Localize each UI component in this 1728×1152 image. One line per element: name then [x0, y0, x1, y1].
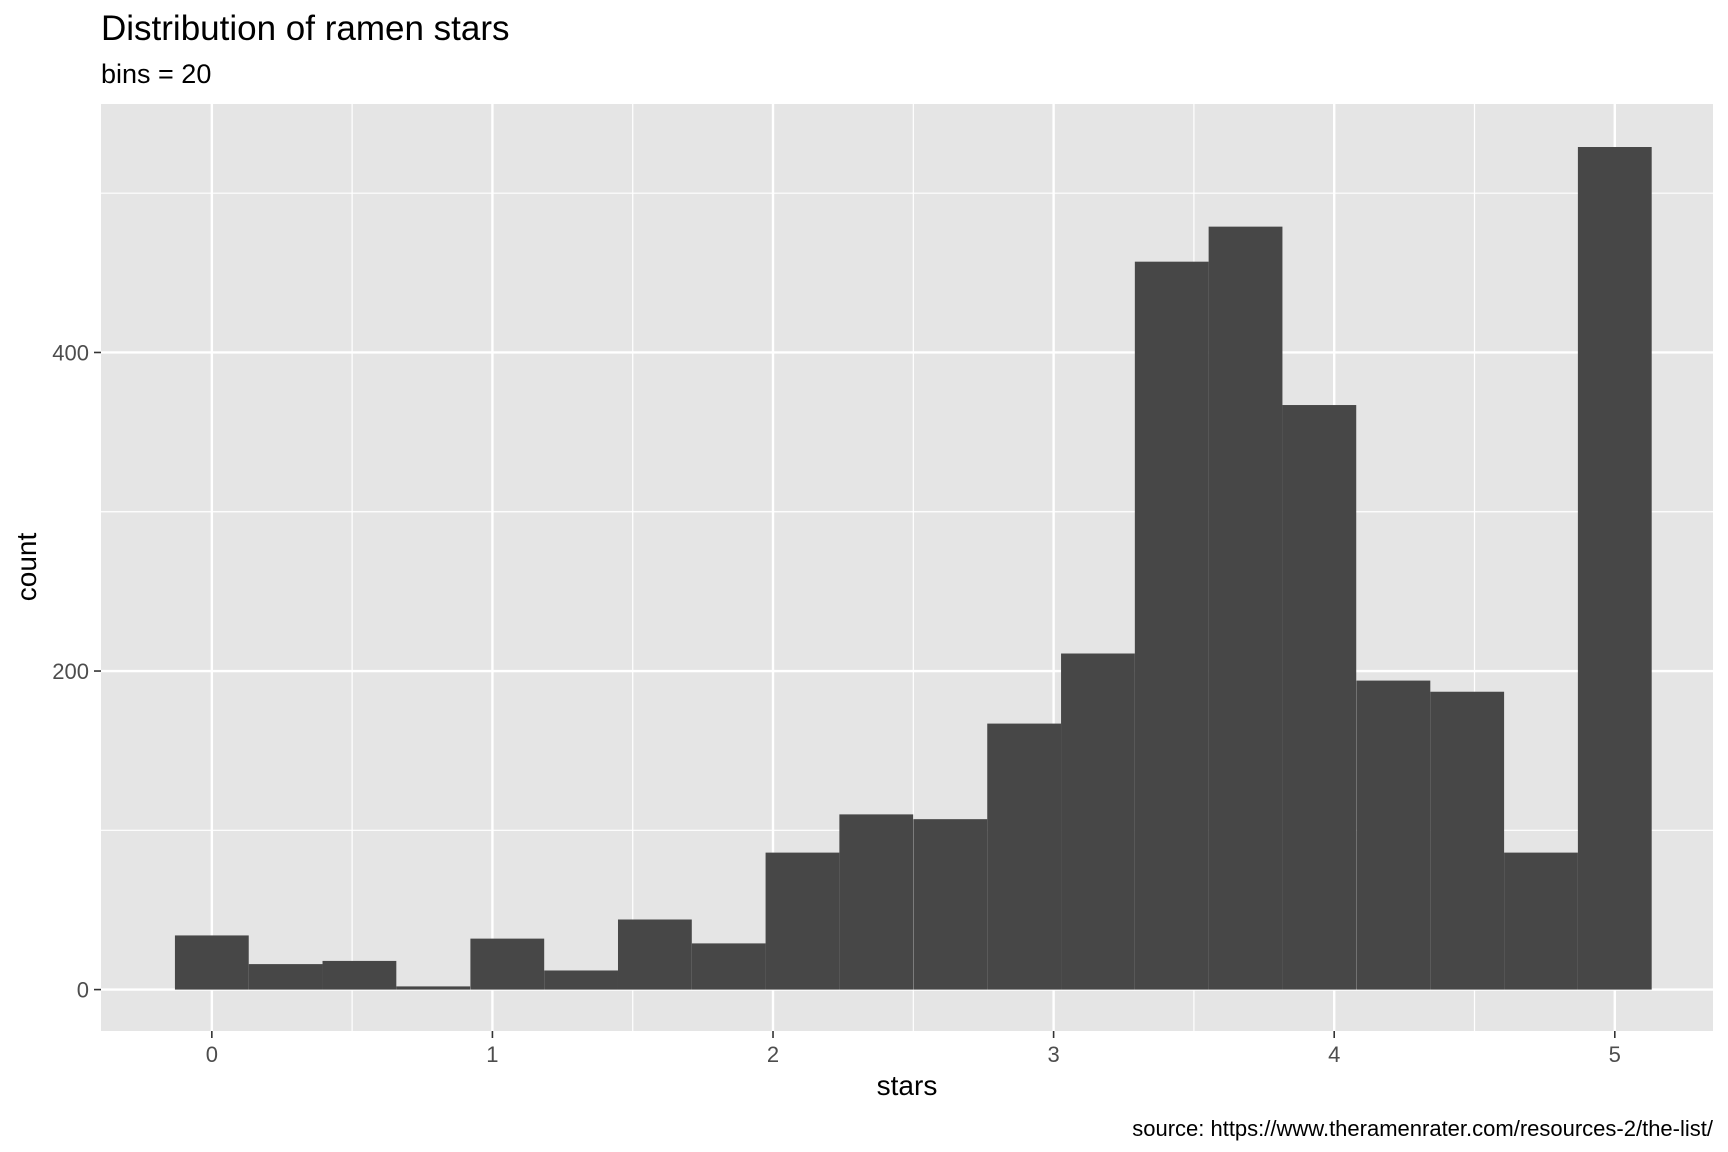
- chart-subtitle: bins = 20: [101, 59, 211, 89]
- histogram-bar: [174, 935, 249, 990]
- histogram-bar: [322, 960, 397, 990]
- chart-caption: source: https://www.theramenrater.com/re…: [1132, 1116, 1714, 1141]
- x-tick-label: 0: [206, 1042, 218, 1067]
- histogram-bar: [396, 986, 471, 990]
- histogram-bar: [1208, 226, 1283, 990]
- y-axis: 0 200 400: [52, 340, 101, 1003]
- histogram-bar: [1061, 653, 1135, 990]
- histogram-bar: [765, 852, 840, 990]
- histogram-bar: [691, 943, 766, 990]
- y-axis-title: count: [11, 533, 42, 602]
- histogram-bar: [1577, 147, 1652, 990]
- y-tick-label: 0: [77, 978, 89, 1003]
- x-tick-label: 1: [486, 1042, 498, 1067]
- histogram-bar: [987, 723, 1062, 990]
- histogram-bar: [1282, 405, 1357, 990]
- x-tick-label: 3: [1047, 1042, 1059, 1067]
- histogram-bar: [470, 938, 545, 990]
- x-tick-label: 4: [1328, 1042, 1340, 1067]
- histogram-bar: [248, 964, 323, 990]
- histogram-bar: [913, 819, 988, 990]
- histogram-bar: [1356, 680, 1431, 990]
- histogram-bars: [174, 147, 1652, 990]
- x-axis-title: stars: [877, 1070, 938, 1101]
- y-tick-label: 400: [52, 340, 89, 365]
- histogram-bar: [617, 919, 692, 990]
- chart-title: Distribution of ramen stars: [101, 9, 509, 48]
- histogram-bar: [1430, 691, 1505, 990]
- x-axis: 0 1 2 3 4 5: [206, 1031, 1621, 1067]
- x-tick-label: 2: [767, 1042, 779, 1067]
- histogram-bar: [1134, 261, 1209, 990]
- histogram-bar: [839, 814, 914, 990]
- y-tick-label: 200: [52, 659, 89, 684]
- histogram-bar: [1504, 852, 1578, 990]
- histogram-bar: [544, 970, 618, 990]
- x-tick-label: 5: [1609, 1042, 1621, 1067]
